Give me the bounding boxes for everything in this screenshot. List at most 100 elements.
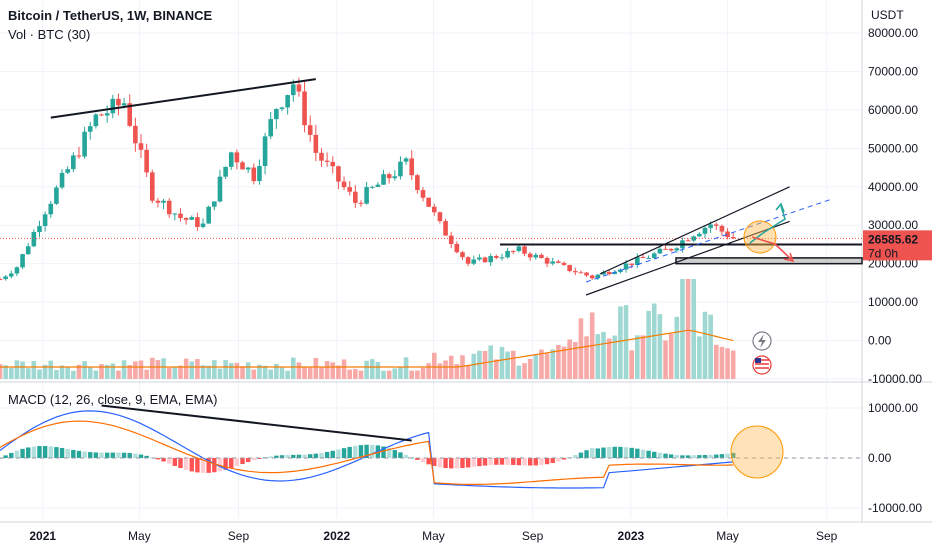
candle-body — [274, 109, 279, 120]
macd-histogram-bar — [234, 458, 240, 467]
volume-bar — [426, 363, 431, 379]
macd-histogram-bar — [223, 458, 228, 470]
volume-bar — [296, 362, 302, 379]
volume-bar — [149, 357, 155, 379]
candle-body — [313, 134, 319, 153]
volume-bar — [544, 353, 550, 379]
price-tag-box — [863, 230, 932, 261]
macd-histogram-bar — [217, 458, 223, 472]
volume-bar — [42, 364, 48, 379]
volume-bar — [8, 367, 14, 379]
volume-bar — [347, 369, 352, 379]
candle-body — [341, 181, 347, 188]
volume-bar — [606, 338, 612, 379]
volume-bar — [251, 369, 257, 379]
time-axis-label: 2022 — [323, 529, 350, 543]
volume-bar — [640, 335, 646, 379]
candle-body — [25, 246, 31, 255]
candle-body — [336, 166, 341, 182]
macd-histogram-bar — [426, 458, 431, 465]
volume-bar — [635, 335, 640, 379]
macd-histogram-bar — [606, 447, 612, 458]
candle-body — [522, 246, 527, 254]
volume-bar — [31, 361, 37, 379]
candle-body — [369, 186, 375, 188]
candle-body — [3, 276, 8, 280]
candle-body — [556, 261, 561, 263]
volume-bar — [420, 367, 426, 379]
macd-histogram-bar — [347, 446, 352, 458]
volume-bar — [183, 358, 189, 379]
candle-body — [71, 155, 76, 170]
candle-body — [589, 275, 595, 279]
volume-bar — [178, 365, 183, 379]
candle-body — [482, 257, 488, 263]
macd-histogram-bar — [88, 452, 93, 458]
macd-histogram-bar — [482, 458, 488, 466]
time-axis-label: Sep — [522, 529, 544, 543]
candle-body — [651, 253, 657, 258]
macd-histogram-bar — [121, 452, 127, 458]
volume-bar — [54, 369, 59, 379]
macd-histogram-bar — [556, 458, 561, 462]
volume-bar — [381, 370, 386, 379]
candle-body — [223, 166, 228, 177]
candle-body — [82, 131, 87, 157]
candle-body — [228, 152, 234, 167]
time-axis-label: May — [422, 529, 445, 543]
volume-bar — [166, 367, 172, 379]
macd-histogram-bar — [657, 452, 663, 458]
time-axis-label: Sep — [816, 529, 838, 543]
macd-histogram-bar — [398, 452, 403, 458]
volume-bar — [223, 360, 228, 379]
candle-body — [178, 213, 183, 219]
macd-histogram-bar — [195, 458, 200, 473]
volume-bar — [629, 350, 634, 379]
macd-histogram-bar — [161, 458, 166, 462]
volume-bar — [409, 370, 415, 379]
macd-histogram-bar — [432, 458, 437, 466]
volume-bar — [110, 363, 116, 379]
volume-bar — [454, 363, 460, 379]
candle-body — [381, 174, 386, 185]
candle-body — [31, 232, 37, 247]
macd-histogram-bar — [420, 458, 426, 463]
candle-body — [398, 161, 403, 177]
candle-body — [37, 226, 42, 233]
macd-histogram-bar — [668, 454, 674, 458]
macd-histogram-bar — [618, 446, 623, 458]
macd-histogram-bar — [48, 446, 53, 458]
lightning-icon-bolt — [758, 334, 766, 348]
macd-histogram-bar — [691, 455, 696, 458]
candle-body — [358, 202, 364, 204]
macd-histogram-bar — [590, 448, 595, 458]
macd-histogram-bar — [652, 451, 657, 458]
volume-bar — [20, 361, 25, 379]
candle-body — [635, 257, 640, 265]
candle-body — [206, 206, 211, 224]
us-flag-canton — [755, 358, 761, 363]
candle-body — [279, 107, 285, 110]
volume-bar — [708, 314, 713, 379]
macd-histogram-bar — [561, 458, 567, 460]
candle-body — [730, 237, 736, 239]
volume-ma-line — [0, 329, 734, 368]
macd-histogram-bar — [522, 458, 527, 466]
macd-histogram-bar — [646, 450, 651, 458]
candle-body — [426, 197, 431, 207]
bearish-arrow-head — [783, 252, 795, 263]
macd-histogram-bar — [65, 448, 70, 458]
bearish-arrow-path — [751, 236, 793, 261]
volume-bar — [719, 346, 725, 379]
macd-histogram-bar — [37, 446, 42, 458]
candle-body — [674, 248, 680, 251]
candle-body — [448, 235, 454, 244]
candle-body — [195, 217, 200, 227]
volume-bar — [307, 367, 313, 379]
chart-title: Bitcoin / TetherUS, 1W, BINANCE — [8, 8, 213, 23]
candle-body — [567, 264, 572, 272]
macd-histogram-bar — [206, 458, 211, 473]
volume-bar — [539, 349, 544, 379]
macd-histogram-bar — [623, 447, 629, 458]
